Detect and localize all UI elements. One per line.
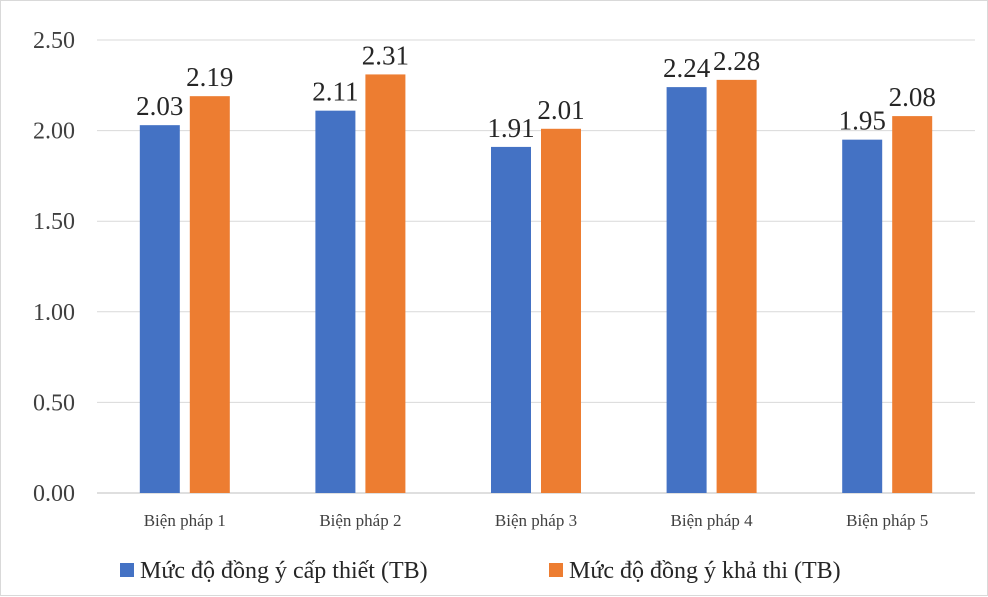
data-label: 2.19 (186, 62, 233, 92)
data-label: 2.03 (136, 91, 183, 121)
legend-label: Mức độ đồng ý khả thi (TB) (569, 558, 841, 584)
data-label: 2.24 (663, 53, 711, 83)
category-label: Biện pháp 3 (495, 511, 577, 530)
x-axis-category-labels: Biện pháp 1 Biện pháp 2 Biện pháp 3 Biện ph… (144, 511, 929, 530)
data-label: 1.95 (839, 106, 886, 136)
bar-1-2 (315, 110, 356, 493)
category-label: Biện pháp 1 (144, 511, 226, 530)
y-tick-label: 0.50 (33, 390, 75, 416)
category-label: Biện pháp 2 (319, 511, 401, 530)
bar-2-2 (365, 74, 406, 493)
bar-1-1 (139, 125, 180, 493)
y-tick-label: 2.00 (33, 119, 75, 145)
bar-2-4 (716, 79, 757, 493)
legend-swatch (549, 563, 563, 577)
data-label: 2.28 (713, 46, 760, 76)
legend-swatch (120, 563, 134, 577)
y-axis-tick-labels: 0.00 0.50 1.00 1.50 2.00 2.50 (33, 28, 75, 507)
bar-1-3 (491, 146, 531, 493)
gridlines (97, 39, 975, 494)
y-tick-label: 1.00 (33, 300, 75, 326)
data-label: 1.91 (487, 113, 534, 143)
bars (139, 74, 933, 493)
data-label: 2.01 (537, 95, 584, 125)
bar-1-4 (666, 87, 707, 493)
category-label: Biện pháp 4 (671, 511, 754, 530)
y-tick-label: 1.50 (33, 209, 75, 235)
data-label: 2.11 (312, 77, 358, 107)
legend-label: Mức độ đồng ý cấp thiết (TB) (140, 558, 428, 584)
bar-2-1 (189, 96, 230, 493)
category-label: Biện pháp 5 (846, 511, 928, 530)
legend: Mức độ đồng ý cấp thiết (TB) Mức độ đồng … (120, 558, 841, 584)
bar-1-5 (842, 139, 883, 493)
data-labels: 2.032.19 2.112.31 1.912.01 2.24 2.28 1.952.08 (136, 40, 936, 142)
data-label: 2.08 (889, 82, 936, 112)
y-tick-label: 0.00 (33, 481, 75, 507)
y-tick-label: 2.50 (33, 28, 75, 54)
bar-2-3 (541, 128, 581, 493)
data-label: 2.31 (362, 40, 409, 70)
bar-2-5 (892, 116, 933, 493)
